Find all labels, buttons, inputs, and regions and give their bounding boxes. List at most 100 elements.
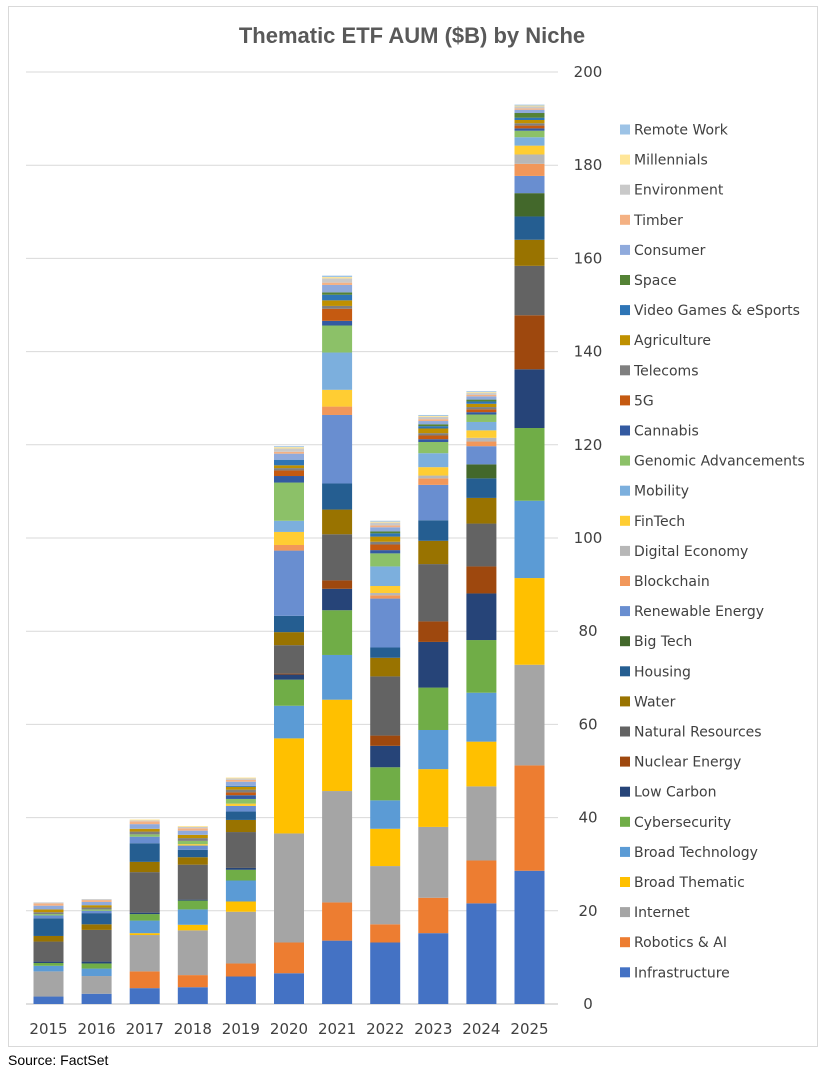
x-tick-label: 2022 — [366, 1020, 404, 1038]
legend-item: Mobility — [620, 484, 689, 500]
legend-label: Mobility — [634, 484, 689, 500]
legend-item: Big Tech — [620, 634, 692, 650]
bar-segment — [418, 769, 449, 827]
legend-label: Nuclear Energy — [634, 755, 741, 771]
bar-segment — [322, 275, 353, 278]
legend-item: Internet — [620, 905, 690, 921]
bar-segment — [129, 914, 160, 921]
bar-segment — [129, 935, 160, 972]
bar-segment — [466, 437, 497, 442]
bar-segment — [514, 193, 545, 217]
bar-segment — [177, 845, 208, 850]
bar-segment — [370, 598, 401, 648]
legend-label: Housing — [634, 664, 691, 680]
bar-segment — [514, 125, 545, 129]
legend-swatch — [620, 305, 630, 316]
bar-segment — [514, 104, 545, 106]
legend-label: Timber — [633, 213, 683, 229]
bar-segment — [274, 465, 304, 469]
bar-segment — [322, 320, 353, 326]
legend-swatch — [620, 545, 630, 556]
bar-segment — [370, 520, 401, 522]
legend-swatch — [620, 365, 630, 376]
bar-segment — [514, 765, 545, 871]
bar-segment — [274, 738, 304, 834]
bar-segment — [33, 912, 64, 915]
bar-segment — [274, 482, 304, 521]
legend-item: Robotics & AI — [620, 935, 727, 951]
y-tick-label: 100 — [574, 529, 603, 547]
bar-segment — [322, 534, 353, 581]
bar-segment — [33, 918, 64, 936]
bar-segment — [81, 900, 112, 902]
bar-segment — [418, 467, 449, 476]
legend-item: Remote Work — [620, 123, 729, 139]
bar-segment — [177, 830, 208, 835]
bar-segment — [370, 521, 401, 523]
legend-swatch — [620, 244, 630, 255]
legend-label: Video Games & eSports — [634, 303, 800, 319]
y-tick-label: 120 — [574, 436, 603, 454]
bar-segment — [466, 401, 497, 404]
legend-swatch — [620, 907, 630, 918]
x-tick-label: 2017 — [126, 1020, 164, 1038]
bar-segment — [225, 880, 256, 902]
bar-segment — [322, 406, 353, 415]
bar-segment — [418, 520, 449, 541]
bar-segment — [466, 497, 497, 524]
bar-segment — [466, 399, 497, 402]
legend-item: Renewable Energy — [620, 604, 764, 620]
bar-segment — [322, 509, 353, 535]
bar-segment — [466, 441, 497, 447]
legend-label: Space — [634, 273, 677, 289]
bar-segment — [225, 803, 256, 806]
legend-swatch — [620, 425, 630, 436]
x-axis-ticks: 2015 2016 2017 2018 2019 2020 2021 2022 2023 2024… — [29, 1020, 548, 1038]
bar-segment — [322, 654, 353, 700]
legend-swatch — [620, 124, 630, 135]
x-tick-label: 2018 — [174, 1020, 212, 1038]
legend-label: Blockchain — [634, 574, 710, 590]
bar-segment — [514, 105, 545, 107]
bar-segment — [177, 834, 208, 839]
bar-segment — [418, 419, 449, 422]
legend-swatch — [620, 816, 630, 827]
bar-segment — [129, 834, 160, 837]
bar-segment — [225, 832, 256, 868]
legend-swatch — [620, 756, 630, 767]
bar-segment — [370, 525, 401, 528]
bar-segment — [274, 973, 304, 1004]
bar-segment — [514, 163, 545, 176]
bar-segment — [514, 119, 545, 124]
bar-segment — [225, 786, 256, 790]
bar-segment — [274, 468, 304, 471]
bar-segment — [129, 912, 160, 915]
x-tick-label: 2019 — [222, 1020, 260, 1038]
bar-segment — [274, 453, 304, 460]
bar-segment — [466, 394, 497, 397]
bar-segment — [274, 470, 304, 477]
bar-segment — [225, 795, 256, 799]
bar-segment — [370, 828, 401, 867]
bar-segment — [418, 424, 449, 427]
bar-segment — [129, 836, 160, 844]
bar-segment — [274, 833, 304, 943]
legend-item: Infrastructure — [620, 965, 730, 981]
bar-segment — [274, 673, 304, 675]
bar-segment — [129, 988, 160, 1004]
bar-segment — [514, 500, 545, 579]
bar-segment — [466, 692, 497, 742]
bar-segment — [418, 729, 449, 770]
bar-segment — [322, 277, 353, 279]
bar-segment — [274, 550, 304, 616]
legend-label: Consumer — [634, 243, 706, 259]
bar-segment — [322, 294, 353, 301]
bar-segment — [370, 657, 401, 677]
bar-segment — [177, 828, 208, 831]
bar-segment — [225, 976, 256, 1004]
bar-segment — [466, 414, 497, 422]
bar-segment — [177, 844, 208, 846]
bar-segment — [33, 909, 64, 913]
bar-segment — [418, 687, 449, 730]
bar-segment — [322, 791, 353, 903]
